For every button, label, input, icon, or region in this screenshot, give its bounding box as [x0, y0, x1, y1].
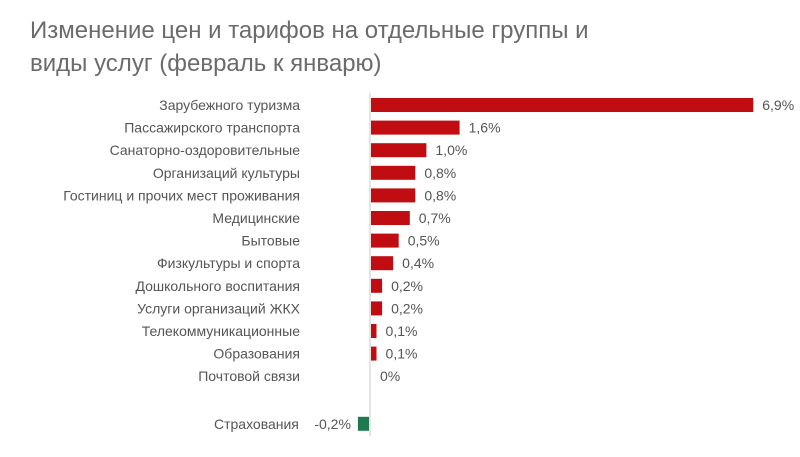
category-label: Физкультуры и спорта	[157, 255, 300, 271]
value-label: 0,2%	[391, 278, 423, 294]
category-labels: Зарубежного туризма Пассажирского транспо…	[63, 97, 300, 432]
bar	[371, 256, 394, 271]
bar	[357, 416, 369, 431]
bar	[371, 324, 377, 338]
category-label: Санаторно-оздоровительные	[110, 142, 301, 158]
value-label: -0,2%	[314, 416, 351, 432]
category-label: Гостиниц и прочих мест проживания	[63, 187, 300, 203]
chart-title-line-2: виды услуг (февраль к январю)	[30, 50, 382, 77]
bar	[371, 98, 754, 112]
value-label: 0,7%	[419, 210, 451, 226]
bar	[371, 188, 416, 203]
value-label: 0,2%	[391, 300, 423, 316]
category-label: Страхования	[214, 416, 299, 432]
value-label: 1,0%	[435, 142, 467, 158]
value-label: 0,4%	[402, 255, 434, 271]
bar	[371, 143, 427, 158]
bar	[371, 211, 410, 225]
category-label: Организаций культуры	[153, 165, 300, 181]
chart-title: Изменение цен и тарифов на отдельные гру…	[30, 14, 670, 80]
category-label: Пассажирского транспорта	[124, 120, 300, 136]
category-label: Медицинские	[212, 210, 300, 226]
category-label: Дошкольного воспитания	[135, 278, 300, 294]
bar	[371, 120, 460, 135]
value-label: 0,8%	[424, 165, 456, 181]
bar	[371, 233, 399, 248]
value-label: 0,1%	[386, 346, 418, 362]
category-label: Бытовые	[241, 233, 300, 249]
category-label: Почтовой связи	[198, 368, 300, 384]
category-label: Образования	[213, 346, 300, 362]
category-label: Зарубежного туризма	[159, 97, 300, 113]
bar	[371, 165, 416, 180]
value-label: 6,9%	[762, 97, 794, 113]
value-label: 0,8%	[424, 187, 456, 203]
value-label: 0,5%	[408, 233, 440, 249]
category-label: Телекоммуникационные	[142, 323, 300, 339]
bar	[371, 278, 383, 293]
bar	[371, 346, 377, 361]
category-label: Услуги организаций ЖКХ	[137, 300, 300, 316]
bar-group	[357, 98, 754, 431]
value-label: 0,1%	[386, 323, 418, 339]
value-label: 0%	[380, 368, 400, 384]
chart-title-line-1: Изменение цен и тарифов на отдельные гру…	[30, 17, 589, 44]
value-labels: 6,9% 1,6%1,0% 0,8% 0,8% 0,7% 0,5% 0,4% 0,2% 0,2%…	[314, 97, 794, 432]
bar	[371, 301, 383, 316]
value-label: 1,6%	[469, 120, 501, 136]
